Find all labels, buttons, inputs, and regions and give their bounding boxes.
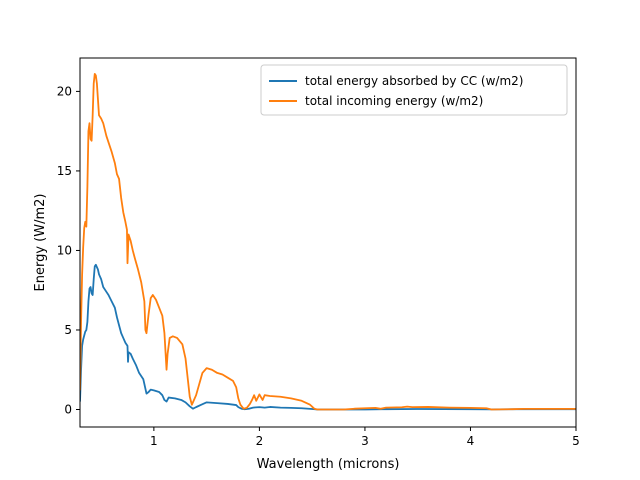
y-tick-label: 10: [57, 243, 72, 257]
axes-frame: [79, 57, 577, 428]
legend-label-1: total energy absorbed by CC (w/m2): [305, 74, 523, 88]
series-line-2: [80, 73, 576, 411]
x-tick-label: 3: [361, 434, 369, 448]
series-layer: [80, 73, 576, 411]
x-tick-label: 2: [256, 434, 264, 448]
series-line-1: [80, 263, 576, 411]
ticks-layer: 1 2 3 4 5 0 5 10 15 20: [57, 84, 580, 448]
y-tick-label: 5: [64, 323, 72, 337]
y-tick-label: 0: [64, 403, 72, 417]
x-tick-label: 4: [467, 434, 475, 448]
y-tick-label: 15: [57, 164, 72, 178]
x-tick-label: 1: [150, 434, 158, 448]
legend: total energy absorbed by CC (w/m2) total …: [260, 64, 568, 116]
y-tick-label: 20: [57, 84, 72, 98]
legend-label-2: total incoming energy (w/m2): [305, 94, 483, 108]
x-axis-label: Wavelength (microns): [257, 457, 400, 472]
x-tick-label: 5: [572, 434, 580, 448]
legend-box: [260, 64, 568, 116]
y-axis-label: Energy (W/m2): [33, 194, 48, 292]
